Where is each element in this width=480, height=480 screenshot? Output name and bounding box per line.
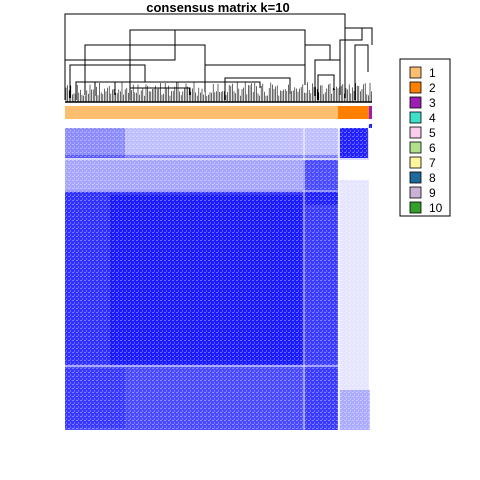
dendrogram-root-link — [64, 13, 346, 60]
legend-swatch-7 — [409, 156, 422, 169]
legend-label-2: 2 — [429, 81, 436, 95]
dendrogram-link — [129, 29, 306, 90]
dendrogram — [64, 13, 373, 103]
legend-label-5: 5 — [429, 126, 436, 140]
legend-label-8: 8 — [429, 171, 436, 185]
annotation-segment-3 — [368, 106, 372, 119]
dendrogram-link — [317, 74, 335, 100]
dendrogram-link — [339, 28, 363, 95]
legend-swatch-5 — [409, 126, 422, 139]
dendrogram-link — [94, 81, 261, 96]
dendrogram-link — [69, 64, 146, 98]
legend-swatch-2 — [409, 81, 422, 94]
dendrogram-link — [129, 87, 191, 100]
dendrogram-link — [354, 44, 369, 100]
heatmap-texture — [65, 124, 372, 430]
chart-title: consensus matrix k=10 — [146, 0, 289, 15]
dendrogram-link — [344, 27, 373, 98]
legend-label-1: 1 — [429, 66, 436, 80]
legend-label-10: 10 — [429, 201, 443, 215]
legend-box — [399, 58, 451, 217]
legend-label-9: 9 — [429, 186, 436, 200]
legend-label-6: 6 — [429, 141, 436, 155]
legend-swatch-3 — [409, 96, 422, 109]
legend-swatch-8 — [409, 171, 422, 184]
dendrogram-link — [224, 77, 291, 100]
legend-swatch-10 — [409, 201, 422, 214]
legend-swatch-1 — [409, 66, 422, 79]
annotation-segment-1 — [65, 106, 338, 119]
legend-label-7: 7 — [429, 156, 436, 170]
legend-swatch-6 — [409, 141, 422, 154]
legend-swatch-4 — [409, 111, 422, 124]
cluster-annotation-bar — [65, 106, 372, 119]
consensus-matrix-heatmap — [65, 124, 372, 430]
dendrogram-link — [75, 81, 116, 100]
dendrogram-link — [84, 44, 206, 95]
legend-label-4: 4 — [429, 111, 436, 125]
legend-label-3: 3 — [429, 96, 436, 110]
annotation-segment-2 — [337, 106, 369, 119]
legend-swatch-9 — [409, 186, 422, 199]
dendrogram-link — [304, 44, 331, 85]
